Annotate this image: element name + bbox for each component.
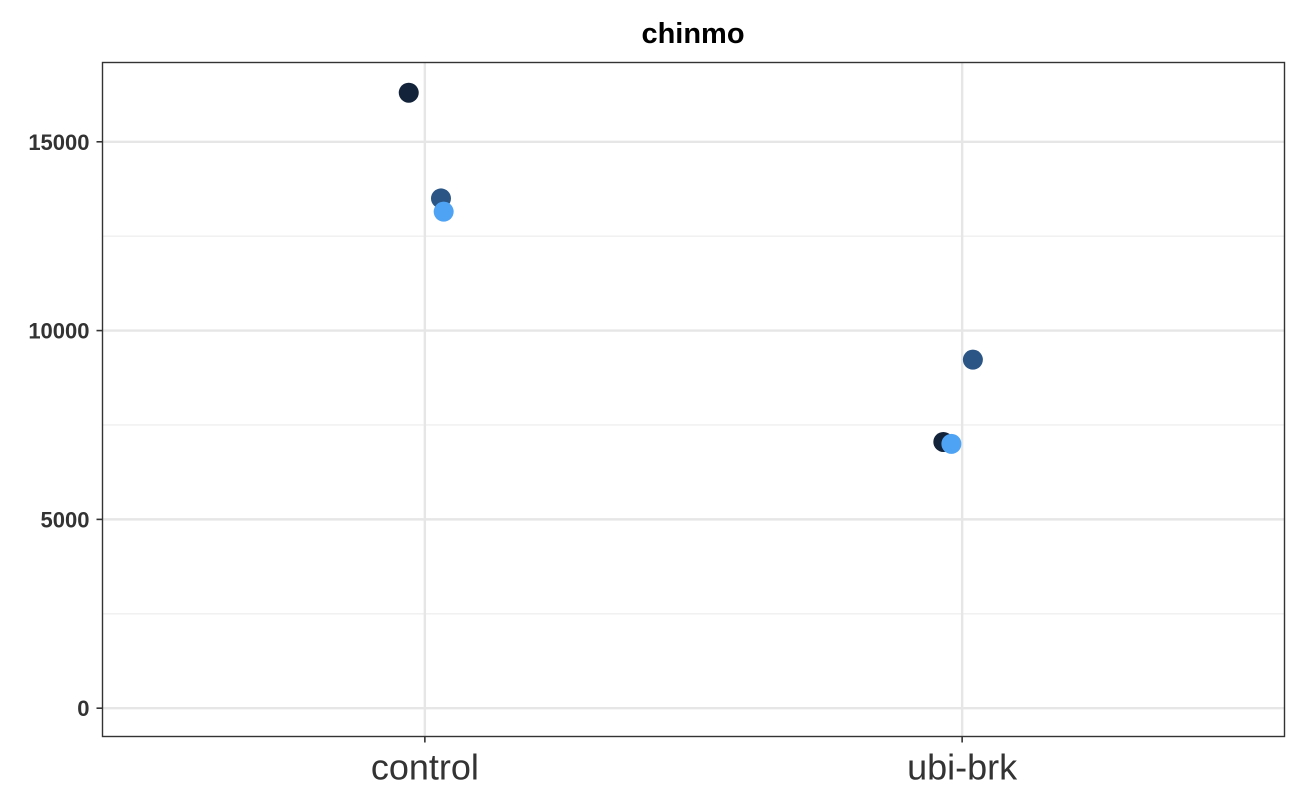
plot-panel-border: [101, 61, 1286, 738]
y-tick-label: 10000: [28, 319, 89, 344]
grid-lines: [102, 62, 1285, 737]
y-axis: 0 5000 10000 15000: [28, 130, 103, 721]
data-points: [398, 82, 983, 454]
y-tick-label: 15000: [28, 130, 89, 155]
x-tick-label: control: [371, 747, 479, 788]
data-point: [962, 349, 983, 370]
y-tick-label: 0: [77, 696, 89, 721]
y-tick-label: 5000: [41, 507, 90, 532]
data-point: [433, 201, 454, 222]
x-axis: control ubi-brk: [371, 736, 1018, 788]
data-point: [398, 82, 419, 103]
chart-title: chinmo: [641, 18, 744, 50]
data-point: [941, 433, 962, 454]
x-tick-label: ubi-brk: [907, 747, 1018, 788]
